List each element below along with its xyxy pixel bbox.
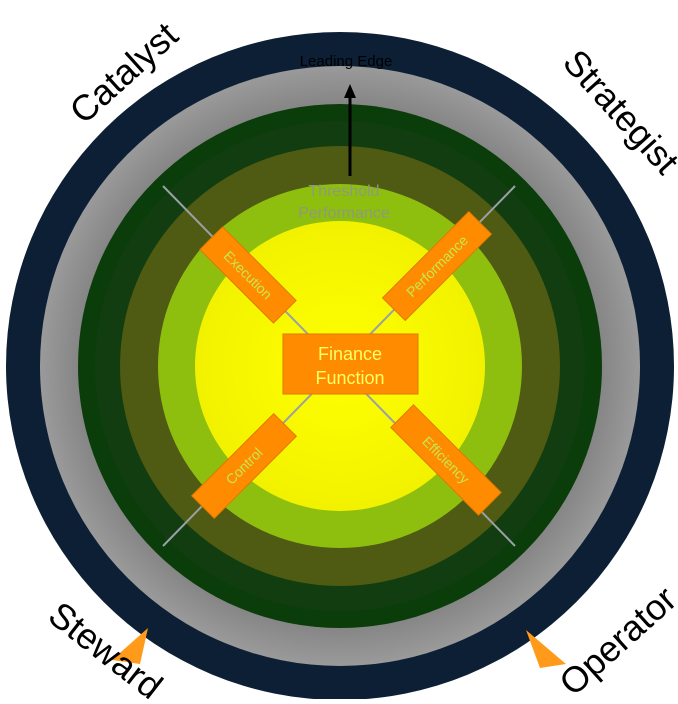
operator-pointer [526,630,566,668]
center-label-line1: Finance [318,344,382,364]
threshold-label-line2: Performance [298,205,390,222]
leading-edge-arrow [344,84,356,176]
center-label-line2: Function [315,368,384,388]
center-box: Finance Function [282,333,419,395]
leading-edge-label: Leading Edge [300,53,393,70]
steward-pointer [112,628,148,664]
threshold-label-line1: Threshold [308,183,379,200]
